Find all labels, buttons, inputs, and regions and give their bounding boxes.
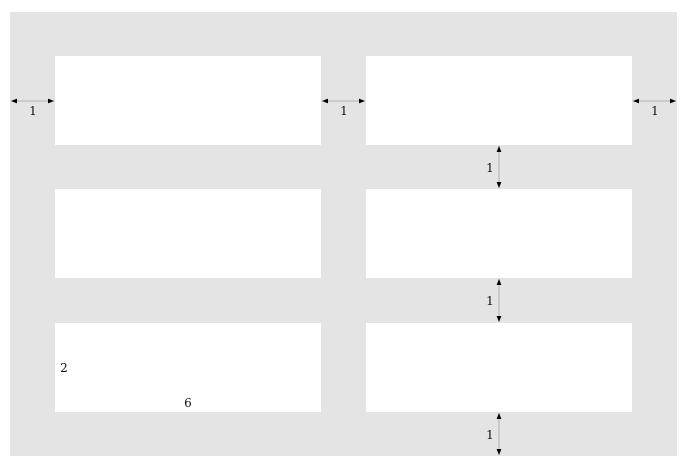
column-gap-label: 1	[340, 104, 348, 118]
right-margin-label: 1	[651, 104, 659, 118]
box-height-label: 2	[60, 361, 68, 375]
row-gap-1-label: 1	[486, 161, 494, 175]
left-margin-label: 1	[29, 104, 37, 118]
box-r2-c2	[366, 189, 632, 278]
box-r3-c1	[55, 323, 321, 412]
bottom-margin-label: 1	[486, 428, 494, 442]
box-r1-c1	[55, 56, 321, 145]
box-width-label: 6	[184, 396, 192, 410]
box-r1-c2	[366, 56, 632, 145]
box-r3-c2	[366, 323, 632, 412]
box-r2-c1	[55, 189, 321, 278]
row-gap-2-label: 1	[486, 294, 494, 308]
